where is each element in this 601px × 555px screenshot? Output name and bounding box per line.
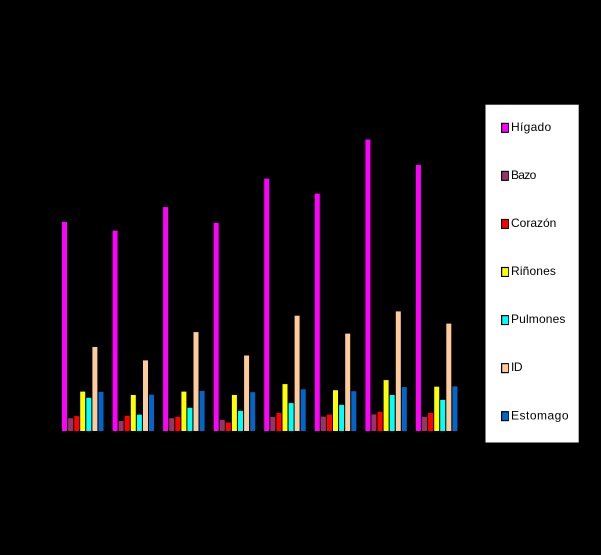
- svg-text:Hígado: Hígado: [511, 120, 552, 134]
- svg-text:Riñones: Riñones: [511, 264, 556, 278]
- svg-text:ID: ID: [511, 360, 523, 374]
- svg-text:Pulmones: Pulmones: [511, 312, 566, 326]
- svg-text:Estomago: Estomago: [511, 408, 569, 422]
- svg-text:Bazo: Bazo: [511, 168, 537, 182]
- svg-text:Corazón: Corazón: [511, 216, 556, 230]
